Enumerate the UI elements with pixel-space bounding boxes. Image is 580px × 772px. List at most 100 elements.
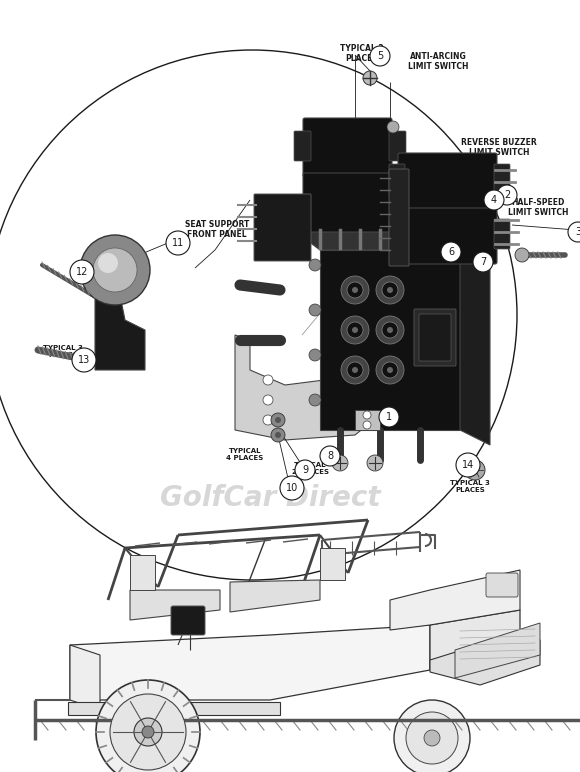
FancyBboxPatch shape [419, 314, 451, 361]
Circle shape [134, 718, 162, 746]
Circle shape [376, 316, 404, 344]
Circle shape [387, 327, 393, 333]
Circle shape [263, 375, 273, 385]
Circle shape [98, 253, 118, 273]
Text: 3: 3 [575, 227, 580, 237]
Circle shape [142, 726, 154, 738]
Circle shape [341, 276, 369, 304]
Circle shape [387, 287, 393, 293]
Text: 7: 7 [480, 257, 486, 267]
Circle shape [341, 356, 369, 384]
Circle shape [309, 349, 321, 361]
Polygon shape [455, 623, 540, 678]
Polygon shape [390, 570, 520, 630]
Text: 5: 5 [377, 51, 383, 61]
Text: REVERSE BUZZER
LIMIT SWITCH: REVERSE BUZZER LIMIT SWITCH [461, 138, 536, 157]
Circle shape [352, 327, 358, 333]
Circle shape [309, 394, 321, 406]
Circle shape [465, 460, 485, 480]
Text: TYPICAL
4 PLACES: TYPICAL 4 PLACES [226, 448, 264, 461]
Circle shape [441, 242, 461, 262]
Polygon shape [130, 555, 155, 590]
FancyBboxPatch shape [486, 573, 518, 597]
Text: GolfCar Direct: GolfCar Direct [160, 484, 380, 512]
Circle shape [70, 260, 94, 284]
FancyBboxPatch shape [254, 194, 311, 261]
Polygon shape [430, 632, 540, 685]
Polygon shape [320, 250, 460, 430]
Polygon shape [235, 335, 380, 440]
Circle shape [382, 322, 398, 338]
Circle shape [387, 367, 393, 373]
Circle shape [473, 252, 493, 272]
Polygon shape [130, 590, 220, 620]
Circle shape [166, 231, 190, 255]
Polygon shape [430, 610, 520, 670]
Circle shape [309, 259, 321, 271]
Circle shape [363, 411, 371, 419]
Polygon shape [70, 645, 100, 710]
Text: TYPICAL 3
PLACES: TYPICAL 3 PLACES [450, 480, 490, 493]
FancyBboxPatch shape [398, 153, 497, 209]
Text: 2: 2 [504, 190, 510, 200]
Circle shape [568, 222, 580, 242]
Text: 12: 12 [76, 267, 88, 277]
Circle shape [376, 356, 404, 384]
Circle shape [72, 348, 96, 372]
Text: HALF-SPEED
LIMIT SWITCH: HALF-SPEED LIMIT SWITCH [508, 198, 568, 218]
Circle shape [370, 46, 390, 66]
Circle shape [263, 395, 273, 405]
FancyBboxPatch shape [494, 164, 510, 194]
Polygon shape [230, 580, 320, 612]
FancyBboxPatch shape [414, 309, 456, 366]
Text: TYPICAL 3
PLACES: TYPICAL 3 PLACES [43, 345, 83, 358]
FancyBboxPatch shape [171, 606, 205, 635]
FancyBboxPatch shape [303, 118, 392, 177]
Circle shape [456, 453, 480, 477]
Polygon shape [68, 702, 280, 715]
Circle shape [309, 304, 321, 316]
Text: 1: 1 [386, 412, 392, 422]
Circle shape [352, 367, 358, 373]
Text: 11: 11 [172, 238, 184, 248]
FancyBboxPatch shape [389, 164, 405, 194]
FancyBboxPatch shape [398, 208, 497, 264]
Circle shape [382, 362, 398, 378]
Text: 8: 8 [327, 451, 333, 461]
FancyBboxPatch shape [494, 219, 510, 249]
Circle shape [376, 276, 404, 304]
Circle shape [379, 407, 399, 427]
Polygon shape [355, 410, 380, 430]
Text: TYPICAL 2
PLACES: TYPICAL 2 PLACES [410, 272, 450, 285]
Circle shape [275, 417, 281, 423]
Circle shape [406, 712, 458, 764]
Circle shape [363, 421, 371, 429]
Circle shape [110, 694, 186, 770]
Circle shape [484, 190, 504, 210]
Circle shape [80, 235, 150, 305]
Circle shape [320, 446, 340, 466]
Text: TYPICAL
2 PLACES: TYPICAL 2 PLACES [292, 462, 328, 475]
Text: 6: 6 [448, 247, 454, 257]
FancyBboxPatch shape [389, 131, 406, 161]
Circle shape [271, 428, 285, 442]
Circle shape [387, 121, 399, 133]
Text: SEAT SUPPORT
FRONT PANEL: SEAT SUPPORT FRONT PANEL [185, 220, 249, 239]
Text: 10: 10 [286, 483, 298, 493]
Text: 14: 14 [462, 460, 474, 470]
Circle shape [424, 730, 440, 746]
Circle shape [332, 455, 348, 471]
Circle shape [275, 432, 281, 438]
Circle shape [497, 185, 517, 205]
Polygon shape [320, 548, 345, 580]
Circle shape [280, 476, 304, 500]
Circle shape [394, 700, 470, 772]
Circle shape [367, 455, 383, 471]
Circle shape [352, 287, 358, 293]
Circle shape [271, 413, 285, 427]
Text: 13: 13 [78, 355, 90, 365]
Circle shape [347, 362, 363, 378]
FancyBboxPatch shape [389, 169, 409, 266]
Circle shape [295, 460, 315, 480]
Polygon shape [70, 625, 430, 700]
